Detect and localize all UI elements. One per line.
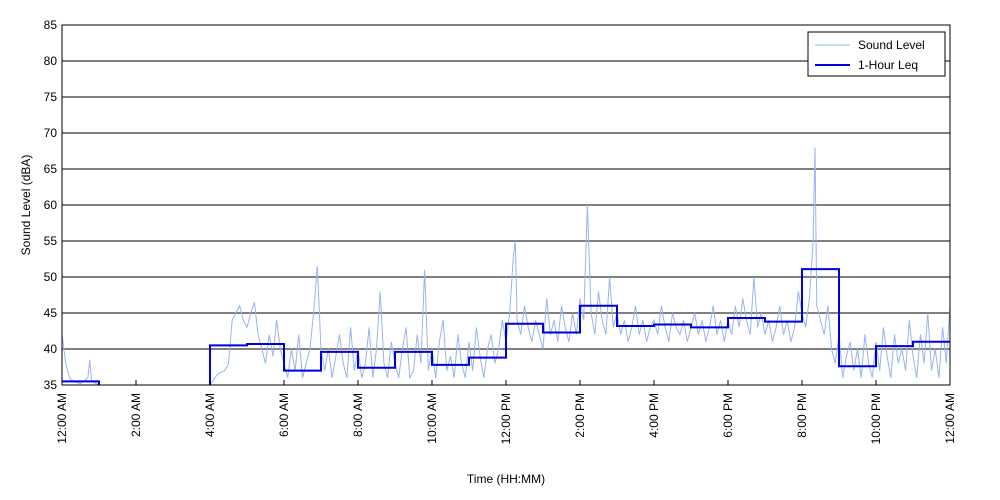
y-tick-label: 40 [44,342,58,356]
y-tick-label: 80 [44,54,58,68]
x-tick-label: 12:00 AM [943,393,957,444]
legend-box [807,31,946,77]
legend: Sound Level 1-Hour Leq [807,31,946,77]
sound-level-line [209,147,951,386]
x-axis-ticks: 12:00 AM 2:00 AM 4:00 AM 6:00 AM 8:00 AM 10:0… [55,380,957,444]
y-axis-ticks: 35 40 45 50 55 60 65 70 75 80 85 [44,18,58,392]
x-tick-label: 12:00 AM [55,393,69,444]
x-tick-label: 8:00 AM [351,393,365,437]
leq-series [62,268,950,385]
y-tick-label: 65 [44,162,58,176]
x-tick-label: 12:00 PM [499,393,513,444]
x-tick-label: 8:00 PM [795,393,809,438]
x-tick-label: 10:00 PM [869,393,883,444]
x-tick-label: 10:00 AM [425,393,439,444]
y-axis-label: Sound Level (dBA) [19,155,33,256]
horizontal-gridlines [62,60,950,350]
x-tick-label: 6:00 PM [721,393,735,438]
y-tick-label: 85 [44,18,58,32]
x-axis-label: Time (HH:MM) [467,472,545,486]
y-tick-label: 45 [44,306,58,320]
y-tick-label: 60 [44,198,58,212]
x-tick-label: 2:00 AM [129,393,143,437]
y-tick-label: 35 [44,378,58,392]
y-tick-label: 75 [44,90,58,104]
sound-level-series [61,147,951,386]
x-tick-label: 4:00 PM [647,393,661,438]
y-tick-label: 55 [44,234,58,248]
x-tick-label: 2:00 PM [573,393,587,438]
sound-level-line [61,334,100,386]
x-tick-label: 6:00 AM [277,393,291,437]
x-tick-label: 4:00 AM [203,393,217,437]
legend-entry-sound-level: Sound Level [858,38,925,52]
legend-entry-leq: 1-Hour Leq [858,58,918,72]
leq-step-line [62,268,950,385]
y-tick-label: 50 [44,270,58,284]
y-tick-label: 70 [44,126,58,140]
